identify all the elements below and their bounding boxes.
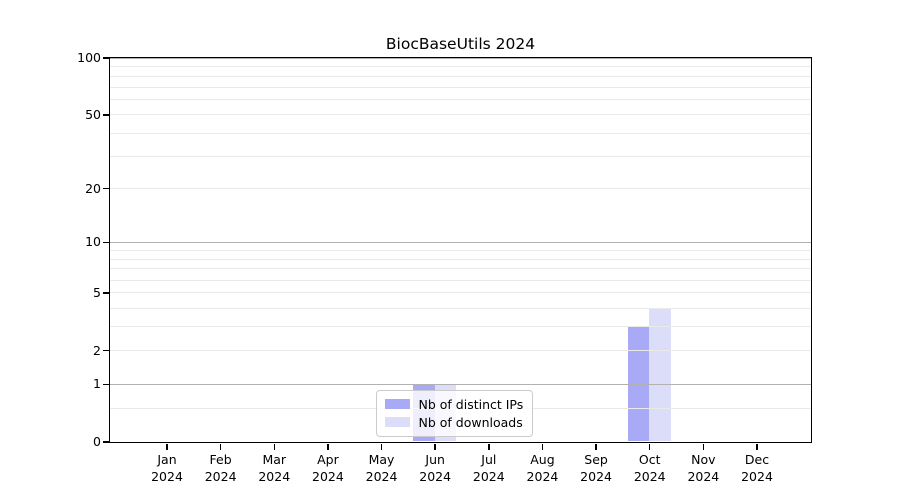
y-tick-mark: [102, 57, 109, 59]
legend-item-downloads: Nb of downloads: [384, 414, 524, 430]
minor-gridline: [109, 249, 811, 251]
x-tick-mark: [756, 443, 758, 450]
month-label: May: [368, 452, 395, 467]
year-label: 2024: [741, 469, 773, 484]
minor-gridline: [109, 75, 811, 77]
x-tick-mark: [595, 443, 597, 450]
y-tick-mark: [102, 292, 109, 294]
year-label: 2024: [365, 469, 398, 484]
y-tick-mark: [102, 241, 109, 244]
minor-gridline: [109, 307, 811, 309]
legend-swatch-distinct-ips: [384, 399, 410, 409]
minor-gridline: [109, 132, 811, 134]
legend-swatch-downloads: [384, 417, 410, 427]
legend: Nb of distinct IPs Nb of downloads: [375, 389, 534, 437]
year-label: 2024: [472, 469, 505, 484]
y-tick-mark: [102, 441, 109, 443]
x-tick-label-sep: Sep 2024: [561, 451, 631, 485]
y-tick-label: 1: [93, 376, 101, 392]
x-tick-mark: [702, 443, 705, 450]
x-tick-mark: [488, 443, 490, 450]
year-label: 2024: [258, 469, 291, 484]
x-tick-label-nov: Nov 2024: [668, 451, 738, 485]
month-label: Dec: [744, 452, 770, 467]
month-label: Jul: [481, 452, 497, 467]
x-tick-mark: [166, 443, 168, 450]
y-tick-label: 100: [77, 50, 101, 65]
minor-gridline: [109, 268, 811, 270]
y-tick-mark: [102, 349, 109, 352]
major-gridline: [109, 57, 811, 59]
x-tick-mark: [327, 443, 329, 450]
y-tick-mark: [102, 383, 109, 386]
x-tick-label-aug: Aug 2024: [507, 451, 577, 485]
x-tick-mark: [649, 443, 651, 450]
x-tick-mark: [219, 443, 222, 450]
x-tick-label-apr: Apr 2024: [293, 451, 363, 485]
minor-gridline: [109, 86, 811, 88]
y-tick-label: 2: [93, 342, 101, 358]
minor-gridline: [109, 292, 811, 294]
year-label: 2024: [633, 469, 666, 484]
y-tick-label: 50: [85, 106, 101, 122]
month-label: Oct: [638, 452, 661, 467]
x-tick-label-oct: Oct 2024: [615, 451, 685, 485]
month-label: Jun: [425, 452, 445, 467]
y-tick-label: 20: [85, 180, 101, 196]
minor-gridline: [109, 350, 811, 352]
x-tick-label-jan: Jan 2024: [132, 451, 202, 485]
x-tick-mark: [273, 443, 275, 450]
minor-gridline: [109, 114, 811, 116]
minor-gridline: [109, 155, 811, 157]
y-tick-mark: [102, 187, 109, 190]
legend-item-distinct-ips: Nb of distinct IPs: [384, 396, 524, 412]
minor-gridline: [109, 326, 811, 328]
y-tick-mark: [102, 114, 109, 116]
x-tick-label-may: May 2024: [347, 451, 417, 485]
year-label: 2024: [312, 469, 344, 484]
month-label: Aug: [530, 452, 555, 467]
minor-gridline: [109, 279, 811, 281]
year-label: 2024: [580, 469, 612, 484]
x-tick-label-jun: Jun 2024: [400, 451, 470, 485]
month-label: Mar: [262, 452, 287, 467]
x-tick-mark: [380, 443, 383, 450]
y-tick-label: 0: [93, 434, 101, 449]
x-tick-label-jul: Jul 2024: [454, 451, 524, 485]
y-tick-label: 5: [93, 284, 101, 300]
month-label: Sep: [584, 452, 608, 467]
minor-gridline: [109, 66, 811, 68]
plot-area: Nb of distinct IPs Nb of downloads: [108, 56, 812, 443]
major-gridline: [109, 383, 811, 385]
x-tick-label-dec: Dec 2024: [722, 451, 792, 485]
legend-label-downloads: Nb of downloads: [418, 414, 523, 430]
year-label: 2024: [419, 469, 452, 484]
x-tick-mark: [541, 443, 544, 450]
x-tick-label-feb: Feb 2024: [186, 451, 256, 485]
chart-title: BiocBaseUtils 2024: [385, 35, 536, 53]
month-label: Nov: [691, 452, 716, 467]
month-label: Apr: [317, 452, 339, 467]
y-tick-label: 10: [85, 234, 101, 250]
major-gridline: [109, 241, 811, 243]
month-label: Jan: [157, 452, 177, 467]
minor-gridline: [109, 99, 811, 101]
minor-gridline: [109, 188, 811, 190]
month-label: Feb: [209, 452, 232, 467]
minor-gridline: [109, 258, 811, 260]
bar-downloads-oct: [649, 307, 671, 442]
year-label: 2024: [204, 469, 237, 484]
x-tick-label-mar: Mar 2024: [239, 451, 309, 485]
year-label: 2024: [687, 469, 720, 484]
x-tick-mark: [434, 443, 436, 450]
year-label: 2024: [526, 469, 559, 484]
year-label: 2024: [151, 469, 183, 484]
legend-label-distinct-ips: Nb of distinct IPs: [418, 396, 524, 412]
